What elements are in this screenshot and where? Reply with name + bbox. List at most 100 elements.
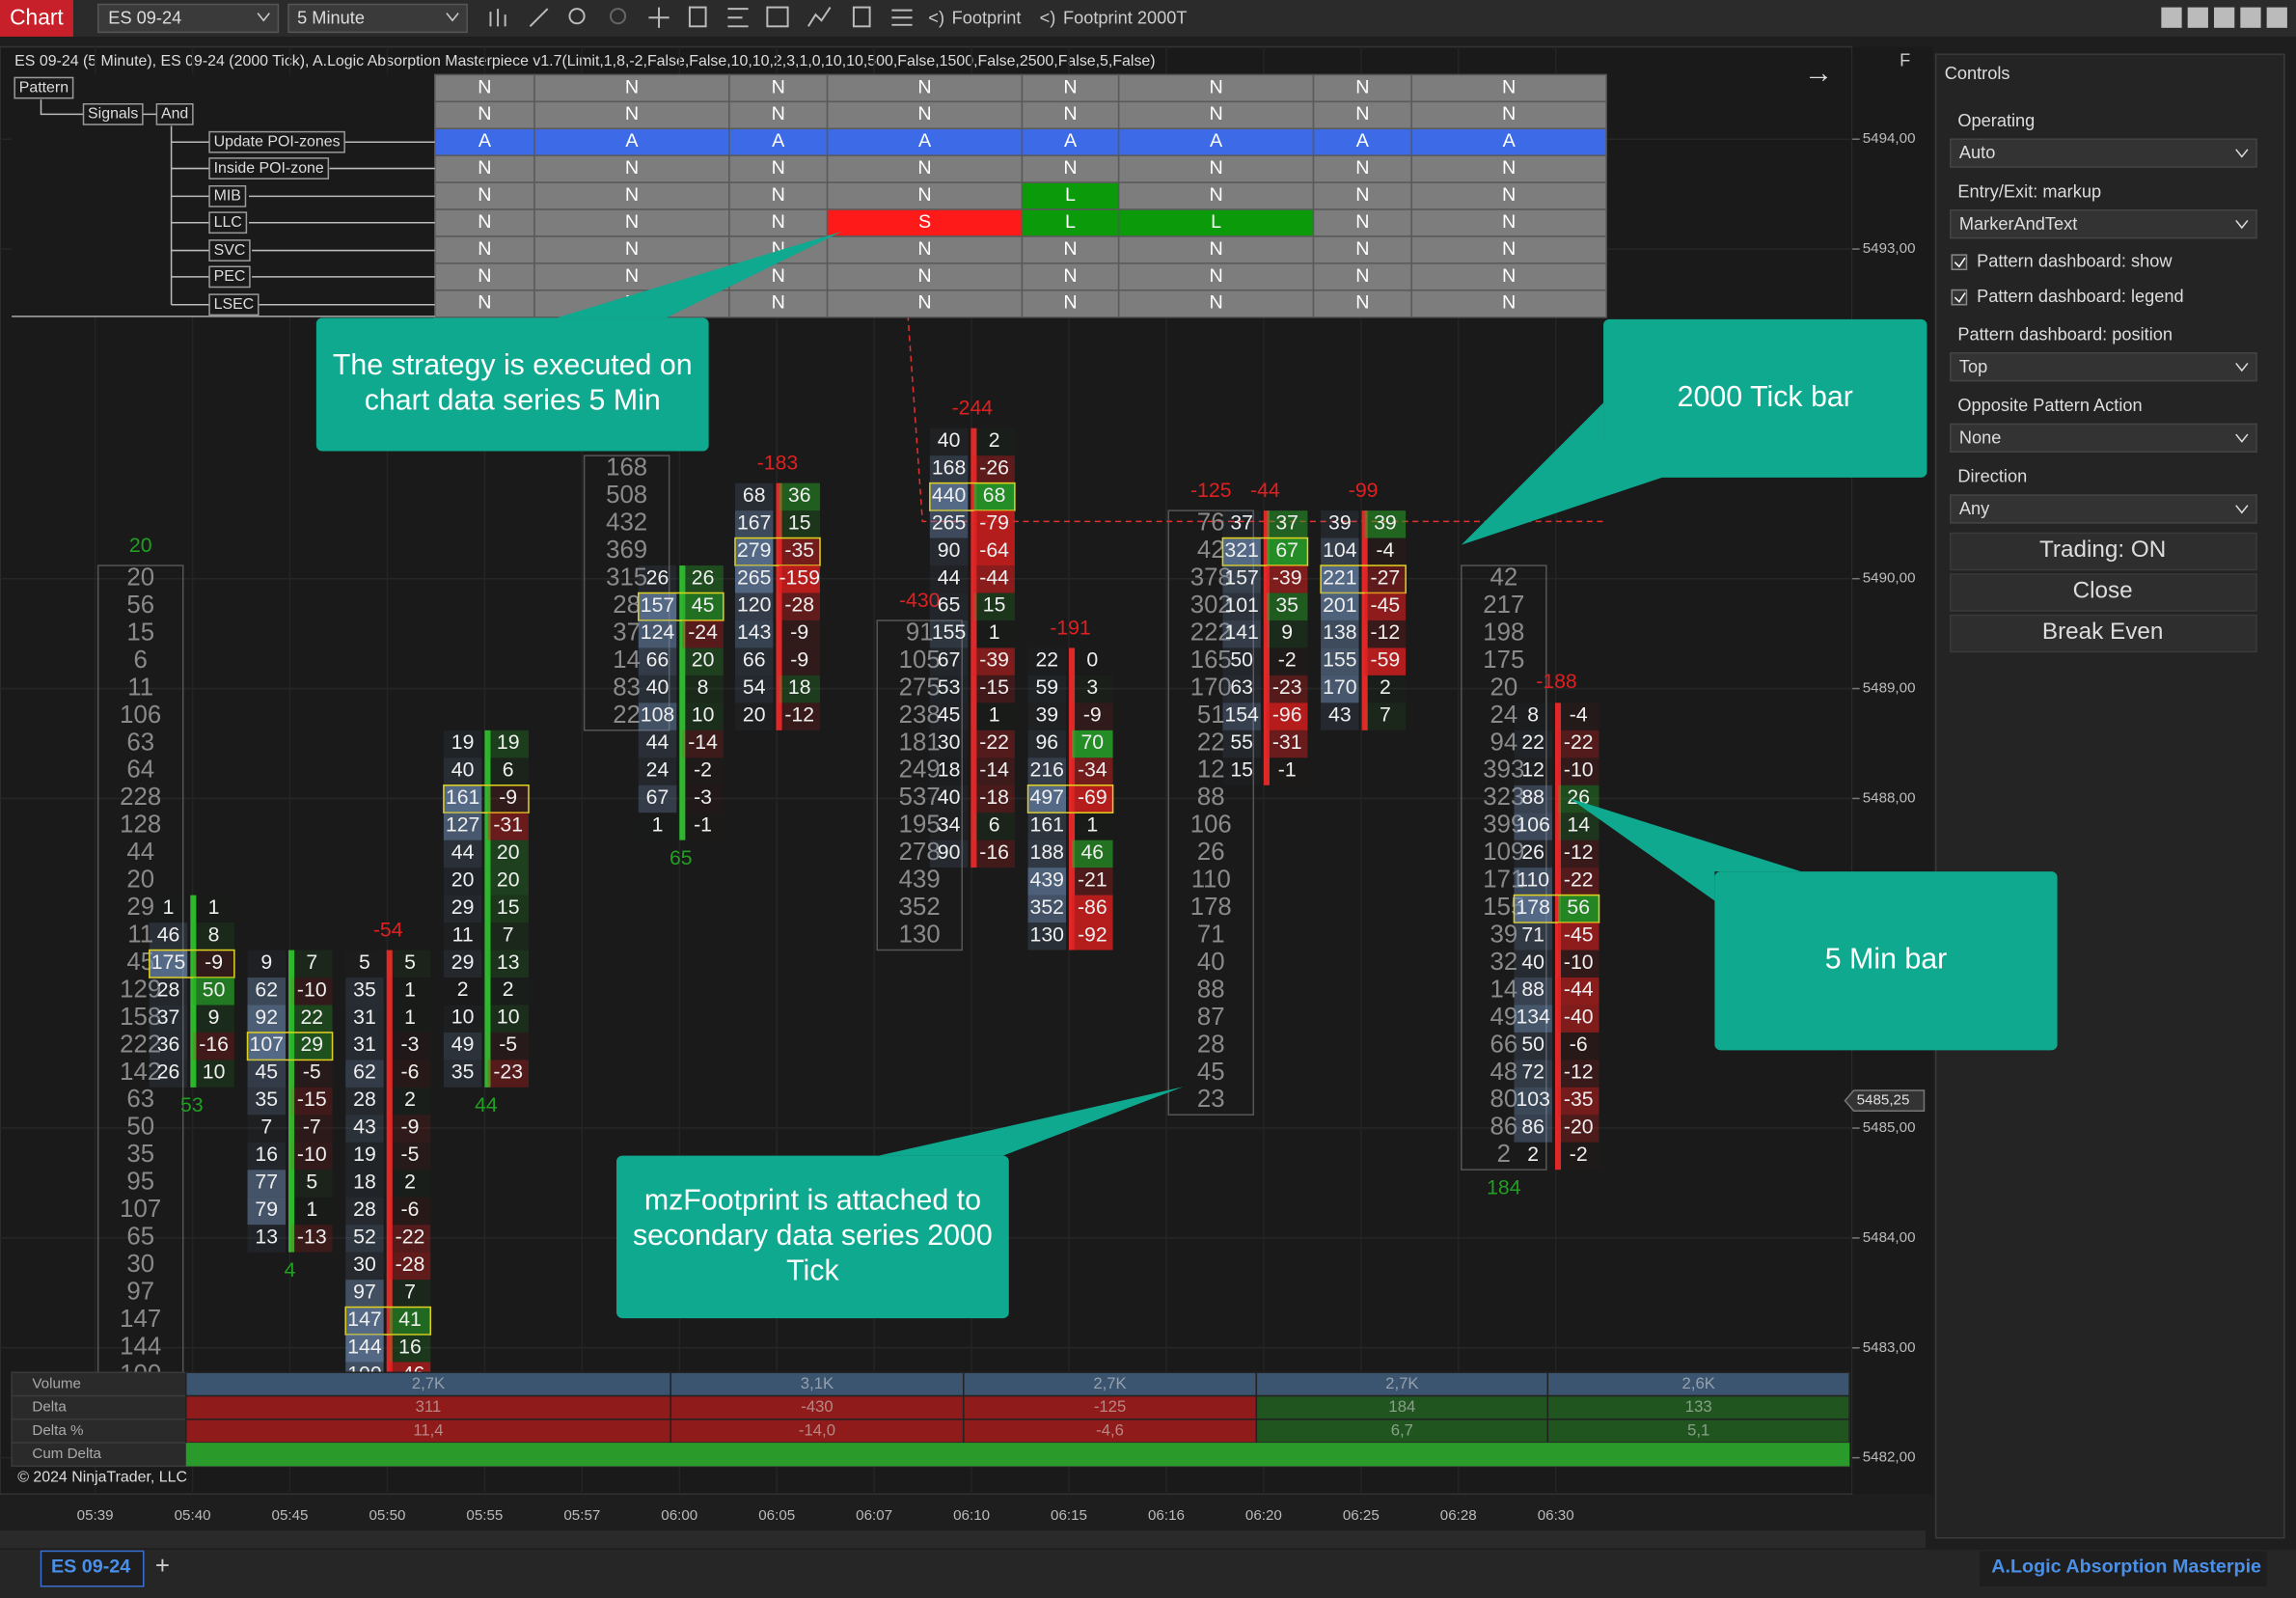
dropdown[interactable]: [1950, 209, 2257, 239]
ask-cell: [779, 703, 820, 730]
tick-volume: 178: [1190, 894, 1232, 921]
chevron: [2235, 149, 2249, 158]
dashboard-signal: N: [917, 103, 931, 124]
ask: 9: [1281, 620, 1293, 644]
bid: 221: [1323, 565, 1356, 589]
dropdown[interactable]: [1950, 352, 2257, 382]
bid-cell: [1514, 923, 1552, 951]
dashboard-signal: A: [1503, 130, 1517, 152]
dashboard-cell: [1410, 127, 1607, 156]
ask: -34: [1078, 758, 1107, 782]
bid-cell: [638, 785, 677, 813]
ask-cell: [193, 950, 234, 978]
bid: 155: [1323, 648, 1356, 672]
arrow-icon[interactable]: →: [1804, 57, 1833, 89]
bid: 16: [255, 1143, 278, 1166]
dashboard-cell: [434, 235, 535, 264]
window-buttons[interactable]: [2161, 7, 2287, 28]
bid: 49: [451, 1033, 475, 1056]
ask: -31: [1272, 730, 1302, 754]
checkbox[interactable]: [1951, 254, 1968, 271]
dashboard-cell: [728, 100, 829, 130]
dropdown[interactable]: [1950, 494, 2257, 524]
last-price: 5485,25: [1857, 1092, 1910, 1109]
interval-select[interactable]: [287, 3, 468, 34]
tick-volume: 323: [1483, 784, 1524, 811]
instrument: ES 09-24: [108, 9, 181, 28]
dropdown[interactable]: [1950, 423, 2257, 454]
tick-volume: 128: [120, 812, 161, 839]
bid: 43: [1328, 703, 1352, 727]
ask-cell: [487, 813, 529, 840]
bid: 120: [737, 593, 771, 617]
dashboard-signal: L: [1211, 211, 1221, 233]
strategy-tab[interactable]: [1980, 1551, 2267, 1586]
bid-cell: [345, 1280, 384, 1308]
bid: 19: [353, 1143, 376, 1166]
ask-cell: [1558, 813, 1599, 840]
bid-cell: [1027, 785, 1066, 813]
button[interactable]: [1950, 532, 2257, 571]
tick-volume: 222: [1190, 619, 1232, 646]
bid-cell: [734, 537, 774, 566]
tick-volume: 22: [1197, 729, 1225, 756]
time-label: 06:16: [1148, 1507, 1185, 1524]
ask: -4: [1570, 703, 1588, 727]
bid-cell: [1321, 675, 1359, 703]
bid-cell: [734, 703, 774, 730]
tick-volume: 105: [899, 647, 941, 674]
dashboard-signal: N: [772, 292, 785, 314]
dashboard-signal: N: [478, 238, 491, 260]
bid-cell: [345, 1032, 384, 1061]
tick-volume: 142: [120, 1059, 161, 1086]
ask: 1: [1086, 813, 1098, 836]
dashboard-signal: N: [1355, 157, 1369, 179]
ask-cell: [1072, 840, 1113, 868]
indicator[interactable]: Footprint 2000T: [1063, 9, 1188, 28]
bid: 9: [260, 951, 272, 974]
tick-volume: 51: [1197, 702, 1225, 729]
indicator[interactable]: Footprint: [952, 9, 1022, 28]
chevron: [2235, 433, 2249, 443]
bid: 29: [451, 951, 475, 974]
button[interactable]: [1950, 614, 2257, 653]
ask-cell: [779, 675, 820, 703]
ask: 1: [404, 978, 416, 1001]
scrollbar[interactable]: [0, 1530, 1926, 1549]
instrument-select[interactable]: [96, 3, 280, 34]
tick-volume: 64: [126, 757, 154, 784]
bid: 97: [353, 1280, 376, 1303]
check-label: Pattern dashboard: show: [1977, 252, 2173, 271]
bid: 54: [743, 675, 766, 699]
ask-cell: [1266, 510, 1308, 538]
chart-badge: [0, 0, 73, 37]
dashboard-label: SVC: [214, 242, 246, 259]
tick-volume: 88: [1197, 784, 1225, 811]
price-label: 5484,00: [1863, 1229, 1916, 1246]
callout: [315, 317, 709, 452]
ask: 18: [788, 675, 811, 699]
button[interactable]: [1950, 573, 2257, 612]
ask-cell: [389, 1032, 431, 1061]
tick-volume: 14: [613, 647, 641, 674]
tick-volume: 20: [126, 867, 154, 894]
bid-cell: [1514, 1115, 1552, 1143]
add-tab[interactable]: +: [155, 1553, 170, 1580]
toolbar-icons[interactable]: [489, 6, 913, 28]
ask-cell: [389, 1115, 431, 1143]
dashboard-cell: [533, 154, 730, 183]
tab[interactable]: [40, 1550, 145, 1587]
checkbox[interactable]: [1951, 289, 1968, 306]
bid-cell: [345, 978, 384, 1006]
ask-cell: [1072, 923, 1113, 951]
bid: 352: [1030, 895, 1064, 919]
bid: 66: [743, 648, 766, 672]
dashboard-label-box: [208, 211, 248, 234]
bid-cell: [1027, 730, 1066, 758]
ask-cell: [487, 868, 529, 895]
bid: 44: [451, 840, 475, 864]
ask: -10: [1564, 951, 1594, 974]
dropdown[interactable]: [1950, 138, 2257, 168]
panel-toggle[interactable]: F: [1900, 51, 1910, 70]
field-label: Opposite Pattern Action: [1957, 396, 2142, 415]
